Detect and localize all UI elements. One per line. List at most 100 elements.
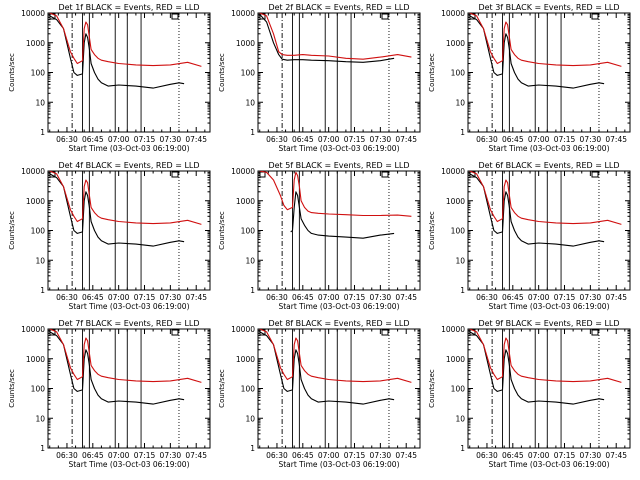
y-tick-label: 10 [35, 98, 45, 107]
x-tick-label: 07:30 [370, 293, 392, 302]
y-tick-label: 10 [455, 256, 465, 265]
x-tick-label: 07:00 [318, 451, 340, 460]
x-tick-label: 06:45 [82, 293, 104, 302]
x-tick-label: 07:00 [528, 451, 550, 460]
y-tick-label: 100 [31, 385, 46, 394]
y-tick-label: 1000 [446, 197, 465, 206]
y-tick-label: 1 [460, 128, 465, 137]
x-tick-label: 07:30 [580, 293, 602, 302]
y-tick-label: 1000 [446, 355, 465, 364]
flag-box [259, 171, 266, 178]
y-tick-label: 1000 [236, 197, 255, 206]
x-tick-label: 06:30 [266, 451, 288, 460]
panel-det-5: 1 10 100 1000 10000 06:30 06:45 07:00 07:15 07:30… [218, 161, 421, 311]
x-tick-label: 07:30 [580, 135, 602, 144]
y-axis-label: Counts/sec [428, 211, 436, 250]
panel-title: Det 7f BLACK = Events, RED = LLD [58, 319, 199, 328]
y-tick-label: 100 [451, 385, 466, 394]
y-tick-label: 10 [245, 256, 255, 265]
x-tick-label: 07:45 [605, 135, 627, 144]
series-line-lld [259, 329, 412, 383]
flag-box [591, 171, 599, 178]
y-axis-label: Counts/sec [428, 369, 436, 408]
series-line-lld [469, 13, 622, 67]
x-tick-label: 07:30 [370, 135, 392, 144]
x-tick-label: 07:00 [528, 135, 550, 144]
series-line-events [290, 191, 395, 239]
x-tick-label: 06:45 [82, 135, 104, 144]
x-tick-label: 06:45 [502, 451, 524, 460]
panel-det-1: 1 10 100 1000 10000 06:30 06:45 07:00 07:15 07:30… [8, 3, 211, 153]
series-line-events [469, 331, 605, 405]
panel-det-7: 1 10 100 1000 10000 06:30 06:45 07:00 07:15 07:30… [8, 319, 211, 469]
x-tick-label: 07:15 [344, 293, 366, 302]
x-axis-label: Start Time (03-Oct-03 06:19:00) [488, 144, 609, 153]
x-tick-label: 06:30 [266, 135, 288, 144]
x-tick-label: 07:00 [528, 293, 550, 302]
x-tick-label: 07:45 [605, 293, 627, 302]
y-tick-label: 1000 [26, 355, 45, 364]
y-tick-label: 1000 [236, 39, 255, 48]
y-tick-label: 10 [35, 414, 45, 423]
y-tick-label: 1 [250, 286, 255, 295]
y-tick-label: 10 [35, 256, 45, 265]
flag-box [381, 171, 389, 178]
y-tick-label: 100 [241, 385, 256, 394]
x-tick-label: 06:30 [476, 451, 498, 460]
y-tick-label: 100 [451, 69, 466, 78]
series-line-events [259, 331, 395, 405]
y-tick-label: 1 [460, 444, 465, 453]
series-line-lld [49, 329, 202, 383]
x-axis-label: Start Time (03-Oct-03 06:19:00) [68, 144, 189, 153]
x-tick-label: 06:30 [56, 293, 78, 302]
y-tick-label: 100 [451, 227, 466, 236]
x-tick-label: 06:30 [266, 293, 288, 302]
x-tick-label: 07:15 [134, 135, 156, 144]
x-axis-label: Start Time (03-Oct-03 06:19:00) [488, 460, 609, 469]
x-tick-label: 06:30 [476, 293, 498, 302]
y-tick-label: 1 [460, 286, 465, 295]
y-tick-label: 10000 [441, 167, 465, 176]
y-axis-label: Counts/sec [218, 53, 226, 92]
y-tick-label: 1000 [26, 197, 45, 206]
panel-det-4: 1 10 100 1000 10000 06:30 06:45 07:00 07:15 07:30… [8, 161, 211, 311]
y-tick-label: 10000 [441, 325, 465, 334]
series-line-events [49, 331, 185, 405]
x-tick-label: 07:15 [344, 451, 366, 460]
y-axis-label: Counts/sec [8, 211, 16, 250]
series-line-lld [469, 329, 622, 383]
y-tick-label: 10000 [231, 325, 255, 334]
x-tick-label: 07:30 [160, 293, 182, 302]
x-tick-label: 06:45 [502, 293, 524, 302]
x-tick-label: 06:45 [502, 135, 524, 144]
x-tick-label: 07:45 [395, 293, 417, 302]
y-tick-label: 1 [250, 128, 255, 137]
x-tick-label: 07:30 [160, 135, 182, 144]
flag-box [591, 329, 599, 336]
x-tick-label: 07:15 [554, 135, 576, 144]
y-tick-label: 1000 [236, 355, 255, 364]
panel-det-8: 1 10 100 1000 10000 06:30 06:45 07:00 07:15 07:30… [218, 319, 421, 469]
y-tick-label: 100 [31, 69, 46, 78]
x-tick-label: 07:45 [605, 451, 627, 460]
y-tick-label: 100 [241, 69, 256, 78]
y-axis-label: Counts/sec [218, 369, 226, 408]
x-tick-label: 06:30 [56, 451, 78, 460]
series-line-events [259, 14, 395, 63]
x-axis-label: Start Time (03-Oct-03 06:19:00) [68, 302, 189, 311]
panel-title: Det 1f BLACK = Events, RED = LLD [58, 3, 199, 12]
flag-box [591, 13, 599, 20]
x-axis-label: Start Time (03-Oct-03 06:19:00) [68, 460, 189, 469]
y-tick-label: 1 [250, 444, 255, 453]
x-tick-label: 06:45 [292, 451, 314, 460]
x-axis-label: Start Time (03-Oct-03 06:19:00) [278, 302, 399, 311]
x-axis-label: Start Time (03-Oct-03 06:19:00) [488, 302, 609, 311]
x-tick-label: 07:00 [108, 135, 130, 144]
y-axis-label: Counts/sec [8, 53, 16, 92]
flag-box [171, 13, 179, 20]
y-tick-label: 10 [245, 98, 255, 107]
x-tick-label: 06:30 [476, 135, 498, 144]
panel-det-3: 1 10 100 1000 10000 06:30 06:45 07:00 07:15 07:30… [428, 3, 631, 153]
x-tick-label: 07:45 [395, 135, 417, 144]
x-axis-label: Start Time (03-Oct-03 06:19:00) [278, 460, 399, 469]
